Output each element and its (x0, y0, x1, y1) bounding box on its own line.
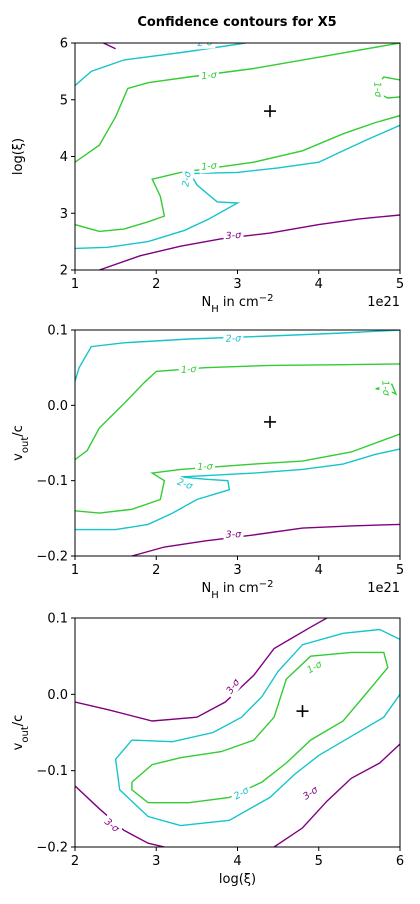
contour-group: 1-σ 1-σ 1-σ 2-σ 2-σ 3-σ (75, 37, 400, 270)
contour-line-3sigma (75, 618, 328, 722)
chart-title: Confidence contours for X5 (137, 15, 336, 30)
contour-label-bg (223, 229, 244, 243)
x-tick-label: 4 (315, 277, 323, 292)
y-tick-label: 5 (60, 93, 68, 108)
y-tick-label: 0.1 (47, 612, 68, 627)
contour-label-bg (173, 475, 197, 494)
x-tick-label: 4 (315, 563, 323, 578)
contour-label: 1-σ (197, 461, 214, 473)
contour-label: 2-σ (226, 333, 243, 345)
x-tick-label: 2 (152, 563, 160, 578)
best-fit-marker (264, 105, 276, 118)
y-tick-label: −0.2 (36, 550, 68, 565)
contour-label-bg (198, 159, 220, 174)
contour-line-2sigma (75, 330, 400, 382)
x-tick-label: 1 (71, 277, 79, 292)
y-tick-label: 2 (60, 264, 68, 279)
contour-label-bg (100, 814, 124, 837)
x-tick-label: 2 (71, 854, 79, 869)
x-tick-label: 6 (396, 854, 404, 869)
contour-label-bg (194, 43, 216, 50)
y-axis-label: log(ξ) (11, 138, 26, 175)
contour-line-3sigma (273, 743, 400, 847)
x-tick-label: 5 (396, 277, 404, 292)
contour-label: 1-σ (201, 70, 219, 83)
best-fit-marker (296, 705, 309, 718)
contour-line-2sigma (75, 448, 400, 531)
x-axis-label: NH in cm−2 (202, 579, 274, 601)
contour-line-1sigma (75, 114, 400, 233)
x-tick-label: 1 (71, 563, 79, 578)
x-tick-label: 2 (152, 277, 160, 292)
contour-line-3sigma (75, 785, 165, 847)
contour-line-3sigma (99, 214, 400, 270)
contour-label: 1-σ (379, 380, 391, 397)
contour-label-bg (194, 460, 216, 474)
contour-label: 2-σ (197, 37, 214, 49)
x-tick-label: 4 (233, 854, 241, 869)
contour-line-2sigma (114, 628, 400, 827)
contour-line-1sigma (75, 433, 400, 514)
x-axis-label: NH in cm−2 (202, 293, 274, 315)
contour-label-bg (223, 528, 244, 542)
x-tick-label: 3 (233, 277, 241, 292)
contour-line-3sigma (131, 523, 400, 556)
y-tick-label: 0.1 (47, 324, 68, 339)
y-tick-label: 6 (60, 37, 68, 52)
contour-line-1sigma (131, 651, 389, 804)
y-tick-label: −0.1 (36, 764, 68, 779)
contour-line-3sigma (103, 43, 116, 50)
best-fit-marker (264, 415, 276, 428)
y-tick-label: 0.0 (47, 399, 68, 414)
contour-label-bg (178, 363, 200, 377)
contour-label: 2-σ (180, 170, 194, 188)
x-tick-label: 5 (396, 563, 404, 578)
contour-label: 3-σ (225, 230, 242, 242)
contour-group: 2-σ1-σ1-σ1-σ2-σ3-σ (75, 330, 400, 556)
y-tick-label: 0.0 (47, 688, 68, 703)
contour-line-2sigma (75, 124, 400, 250)
y-axis-label: vout/c (11, 715, 31, 751)
x-tick-label: 3 (233, 563, 241, 578)
contour-label-bg (378, 377, 393, 399)
x-axis-label: log(ξ) (219, 872, 256, 887)
x-tick-label: 5 (315, 854, 323, 869)
contour-label-bg (370, 79, 385, 101)
contour-label: 1-σ (201, 160, 219, 173)
contour-label-bg (303, 657, 327, 678)
contour-label-bg (198, 68, 220, 83)
contour-label: 2-σ (176, 477, 195, 493)
contour-label-bg (229, 783, 254, 804)
contour-line-2sigma (75, 43, 246, 87)
panel-2: 2-σ1-σ1-σ1-σ2-σ3-σ1 2 3 4 5−0.2−0.10.00.1NH … (11, 324, 404, 601)
y-tick-label: 3 (60, 207, 68, 222)
contour-label-bg (179, 168, 195, 191)
x-offset-label: 1e21 (367, 581, 400, 596)
contour-label-bg (298, 782, 323, 805)
contour-line-1sigma (75, 43, 400, 163)
contour-label-bg (223, 332, 244, 346)
x-offset-label: 1e21 (367, 295, 400, 310)
y-tick-label: 4 (60, 150, 68, 165)
y-axis-label: vout/c (11, 425, 31, 461)
contour-label: 3-σ (226, 529, 243, 541)
contour-group: 1-σ2-σ3-σ3-σ3-σ (75, 618, 400, 847)
panel-3: 1-σ2-σ3-σ3-σ3-σ 2 3 4 5 6 −0.2 −0.1 0.0 0.1 log(ξ)… (11, 612, 404, 888)
y-tick-label: −0.1 (36, 474, 68, 489)
contour-label: 1-σ (371, 81, 383, 98)
contour-line-1sigma (75, 363, 400, 461)
x-tick-label: 3 (152, 854, 160, 869)
contour-label-bg (222, 675, 245, 699)
contour-label: 1-σ (181, 364, 198, 376)
y-tick-label: −0.2 (36, 841, 68, 856)
